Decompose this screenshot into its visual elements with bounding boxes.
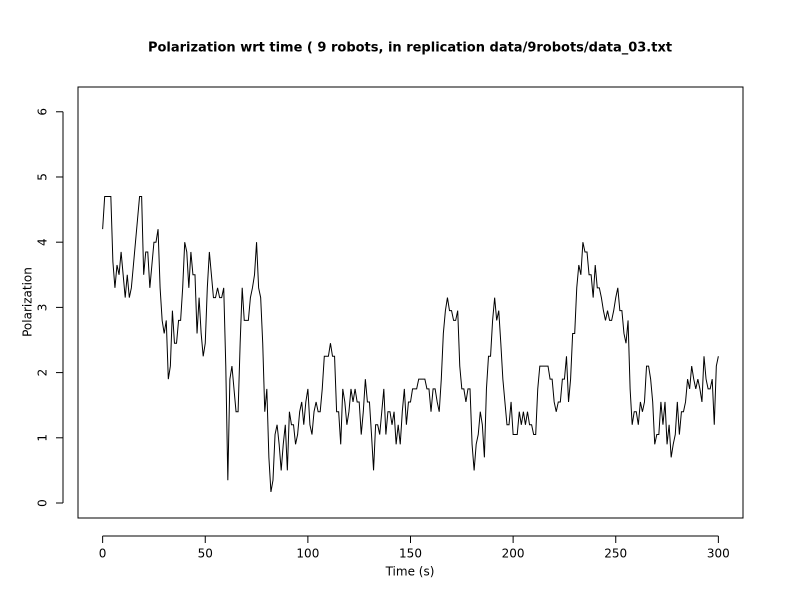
chart-title: Polarization wrt time ( 9 robots, in rep… (148, 41, 672, 56)
y-tick-label: 6 (36, 108, 50, 116)
x-tick-label: 250 (604, 547, 627, 561)
y-tick-label: 2 (36, 369, 50, 377)
plot-box (77, 86, 744, 519)
y-axis-label: Polarization (21, 267, 35, 337)
y-tick-label: 4 (36, 238, 50, 246)
y-tick-label: 5 (36, 173, 50, 181)
x-tick-label: 150 (399, 547, 422, 561)
y-tick-label: 0 (36, 499, 50, 507)
y-tick-label: 1 (36, 434, 50, 442)
x-axis-label: Time (s) (385, 565, 435, 579)
y-tick-label: 3 (36, 304, 50, 312)
x-tick-label: 0 (99, 547, 107, 561)
x-tick-label: 200 (502, 547, 525, 561)
x-tick-label: 100 (296, 547, 319, 561)
x-tick-label: 300 (707, 547, 730, 561)
data-line (102, 196, 719, 493)
x-tick-label: 50 (198, 547, 213, 561)
